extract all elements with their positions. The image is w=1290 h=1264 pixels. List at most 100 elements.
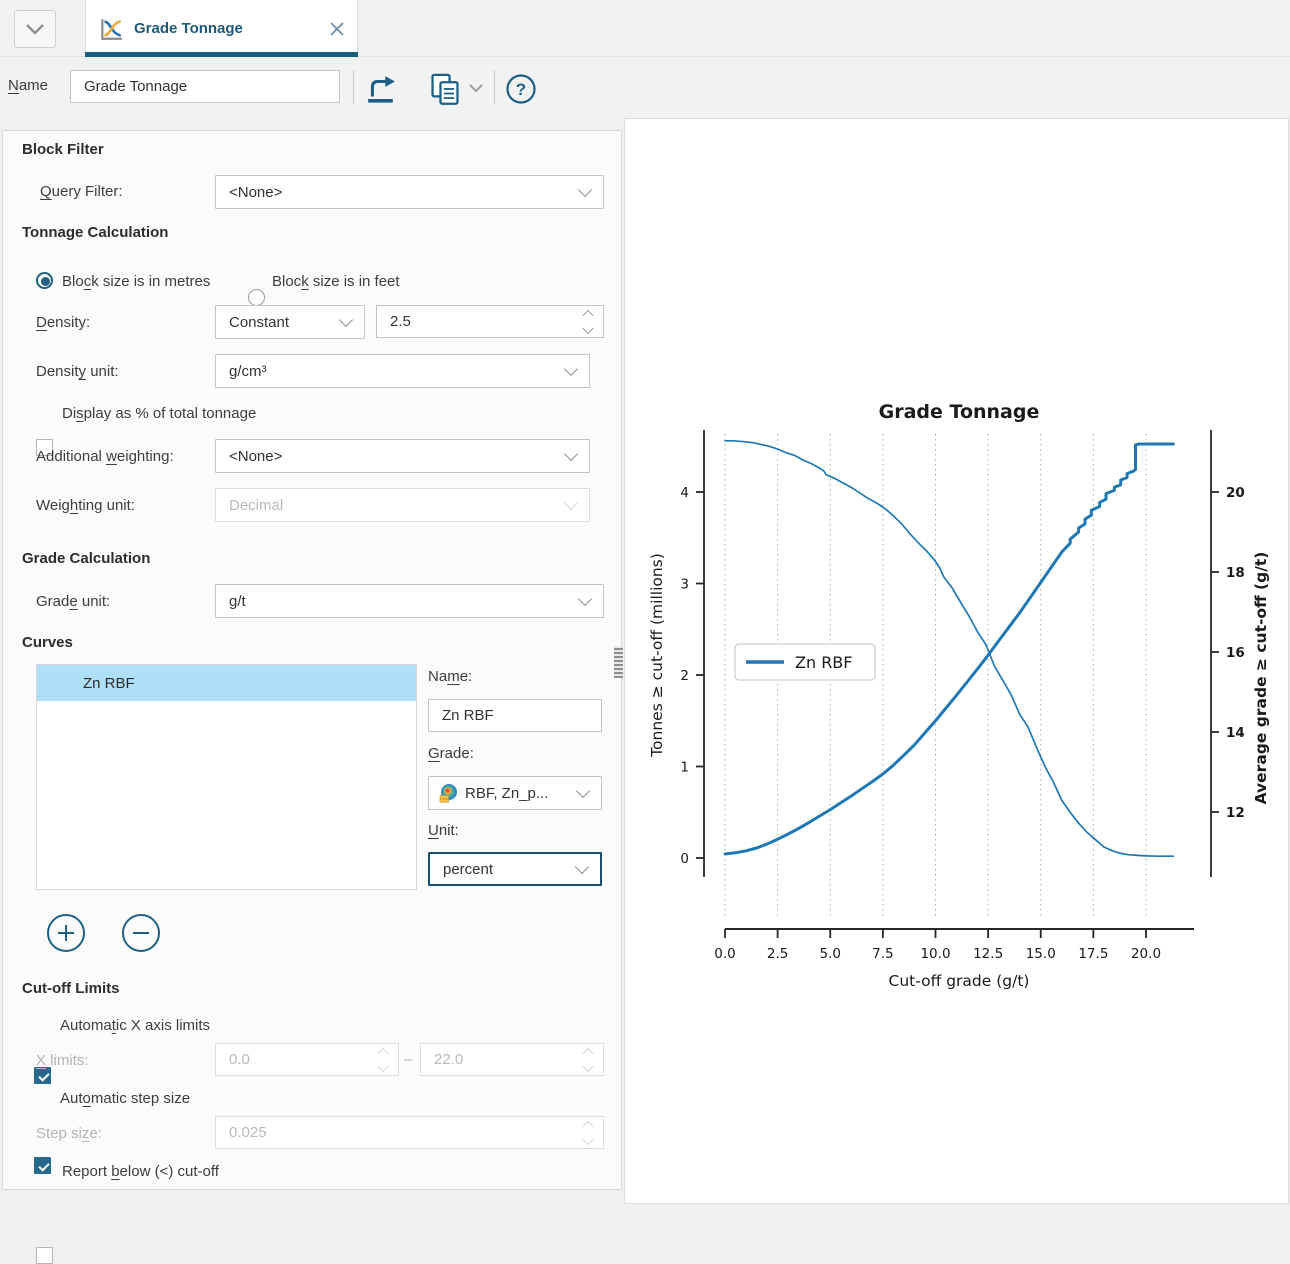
copy-icon xyxy=(431,73,459,105)
step-size-spinner: 0.025 xyxy=(215,1116,604,1149)
x-axis-label: Cut-off grade (g/t) xyxy=(889,972,1030,990)
display-percent-checkbox[interactable] xyxy=(36,439,53,456)
block-filter-heading: Block Filter xyxy=(22,141,104,158)
radio-block-size-feet-label[interactable]: Block size is in feet xyxy=(272,273,400,290)
chevron-down-icon xyxy=(469,84,483,93)
chevron-down-icon xyxy=(563,446,579,462)
curves-heading: Curves xyxy=(22,634,73,651)
report-below-cutoff-label[interactable]: Report below (<) cut-off xyxy=(62,1163,219,1180)
left-axis-tick-label: 2 xyxy=(680,668,689,684)
toolbar-divider xyxy=(494,70,495,104)
x-axis-tick-label: 17.5 xyxy=(1078,946,1108,962)
grade-tonnage-chart-icon xyxy=(101,18,122,40)
weighting-unit-label: Weighting unit: xyxy=(36,497,135,514)
curve-grade-select[interactable]: RBF, Zn_p... xyxy=(428,776,602,810)
weighting-unit-select: Decimal xyxy=(215,488,590,522)
display-percent-label[interactable]: Display as % of total tonnage xyxy=(62,405,257,422)
radio-block-size-metres[interactable] xyxy=(36,272,53,289)
step-size-value: 0.025 xyxy=(229,1124,267,1141)
spinner-arrows-icon[interactable] xyxy=(582,309,594,334)
density-value-spinner[interactable]: 2.5 xyxy=(376,305,604,338)
additional-weighting-label: Additional weighting: xyxy=(36,448,174,465)
x-axis-tick-label: 15.0 xyxy=(1026,946,1056,962)
export-button[interactable] xyxy=(358,66,404,112)
spinner-arrows-icon xyxy=(582,1120,594,1145)
panel-splitter-handle[interactable] xyxy=(614,646,623,678)
x-axis-tick-label: 0.0 xyxy=(714,946,735,962)
interpolant-icon xyxy=(439,784,457,803)
curve-unit-select[interactable]: percent xyxy=(428,852,602,886)
add-curve-button[interactable] xyxy=(47,914,85,952)
range-dash: – xyxy=(404,1051,413,1068)
right-axis-tick-label: 20 xyxy=(1226,485,1245,501)
chevron-down-icon xyxy=(338,312,354,328)
chart-title: Grade Tonnage xyxy=(879,401,1040,423)
additional-weighting-select[interactable]: <None> xyxy=(215,439,590,473)
automatic-x-axis-checkbox[interactable] xyxy=(34,1067,51,1084)
svg-text:?: ? xyxy=(516,80,526,99)
remove-curve-button[interactable] xyxy=(122,914,160,952)
x-axis-tick-label: 7.5 xyxy=(872,946,893,962)
curve-unit-value: percent xyxy=(443,860,494,878)
right-axis-tick-label: 14 xyxy=(1226,725,1245,741)
automatic-step-size-label[interactable]: Automatic step size xyxy=(60,1090,191,1107)
density-mode-value: Constant xyxy=(229,313,290,331)
x-axis-tick-label: 2.5 xyxy=(767,946,788,962)
toolbar-divider xyxy=(353,70,354,104)
left-axis-tick-label: 1 xyxy=(680,760,689,776)
x-axis-tick-label: 12.5 xyxy=(973,946,1003,962)
chevron-down-icon xyxy=(563,495,579,511)
right-axis-label: Average grade ≥ cut-off (g/t) xyxy=(1252,552,1270,805)
name-label: Name xyxy=(8,77,49,94)
query-filter-label: Query Filter: xyxy=(40,183,123,200)
series-tonnage-above-cutoff xyxy=(724,439,1175,858)
legend-label: Zn RBF xyxy=(795,653,852,672)
curve-unit-label: Unit: xyxy=(428,822,459,839)
tab-grade-tonnage[interactable]: Grade Tonnage xyxy=(85,0,358,57)
curves-list: Zn RBF xyxy=(36,664,417,890)
x-limits-label: X limits: xyxy=(36,1052,89,1069)
name-input[interactable]: Grade Tonnage xyxy=(70,70,340,103)
chevron-down-icon xyxy=(574,859,590,875)
automatic-x-axis-label[interactable]: Automatic X axis limits xyxy=(60,1017,211,1034)
weighting-unit-value: Decimal xyxy=(229,496,284,514)
help-icon: ? xyxy=(506,74,536,104)
cutoff-limits-heading: Cut-off Limits xyxy=(22,980,120,997)
x-axis-tick-label: 20.0 xyxy=(1131,946,1161,962)
tab-list-dropdown-button[interactable] xyxy=(14,10,56,48)
close-icon[interactable] xyxy=(329,21,345,37)
grade-unit-select[interactable]: g/t xyxy=(215,584,604,618)
query-filter-value: <None> xyxy=(229,183,283,201)
grade-unit-value: g/t xyxy=(229,592,246,610)
step-size-label: Step size: xyxy=(36,1125,102,1142)
chevron-down-icon xyxy=(26,24,44,35)
automatic-step-size-checkbox[interactable] xyxy=(34,1157,51,1174)
left-axis-label: Tonnes ≥ cut-off (millions) xyxy=(648,553,666,758)
right-axis-tick-label: 12 xyxy=(1226,805,1245,821)
radio-block-size-metres-label[interactable]: Block size is in metres xyxy=(62,273,211,290)
curve-name-input[interactable]: Zn RBF xyxy=(428,699,602,732)
density-mode-select[interactable]: Constant xyxy=(215,305,365,339)
chevron-down-icon xyxy=(575,783,591,799)
radio-block-size-feet[interactable] xyxy=(248,289,265,306)
left-axis-tick-label: 0 xyxy=(680,851,689,867)
density-unit-select[interactable]: g/cm³ xyxy=(215,354,590,388)
x-axis-tick-label: 5.0 xyxy=(820,946,841,962)
tab-title: Grade Tonnage xyxy=(134,20,243,37)
legend-box xyxy=(734,643,876,681)
curve-name-label: Name: xyxy=(428,668,473,685)
query-filter-select[interactable]: <None> xyxy=(215,175,604,209)
left-axis-tick-label: 4 xyxy=(680,485,689,501)
report-below-cutoff-checkbox[interactable] xyxy=(36,1247,53,1264)
x-max-value: 22.0 xyxy=(434,1051,464,1068)
right-axis-tick-label: 16 xyxy=(1226,645,1245,661)
help-button[interactable]: ? xyxy=(498,66,544,112)
list-item-curve[interactable]: Zn RBF xyxy=(37,665,416,701)
copy-options-dropdown[interactable] xyxy=(468,80,484,98)
grade-unit-label: Grade unit: xyxy=(36,593,111,610)
name-value: Grade Tonnage xyxy=(84,78,188,95)
x-max-spinner: 22.0 xyxy=(420,1043,604,1076)
curve-name-value: Zn RBF xyxy=(442,707,494,724)
copy-button[interactable] xyxy=(422,66,468,112)
chevron-down-icon xyxy=(577,591,593,607)
